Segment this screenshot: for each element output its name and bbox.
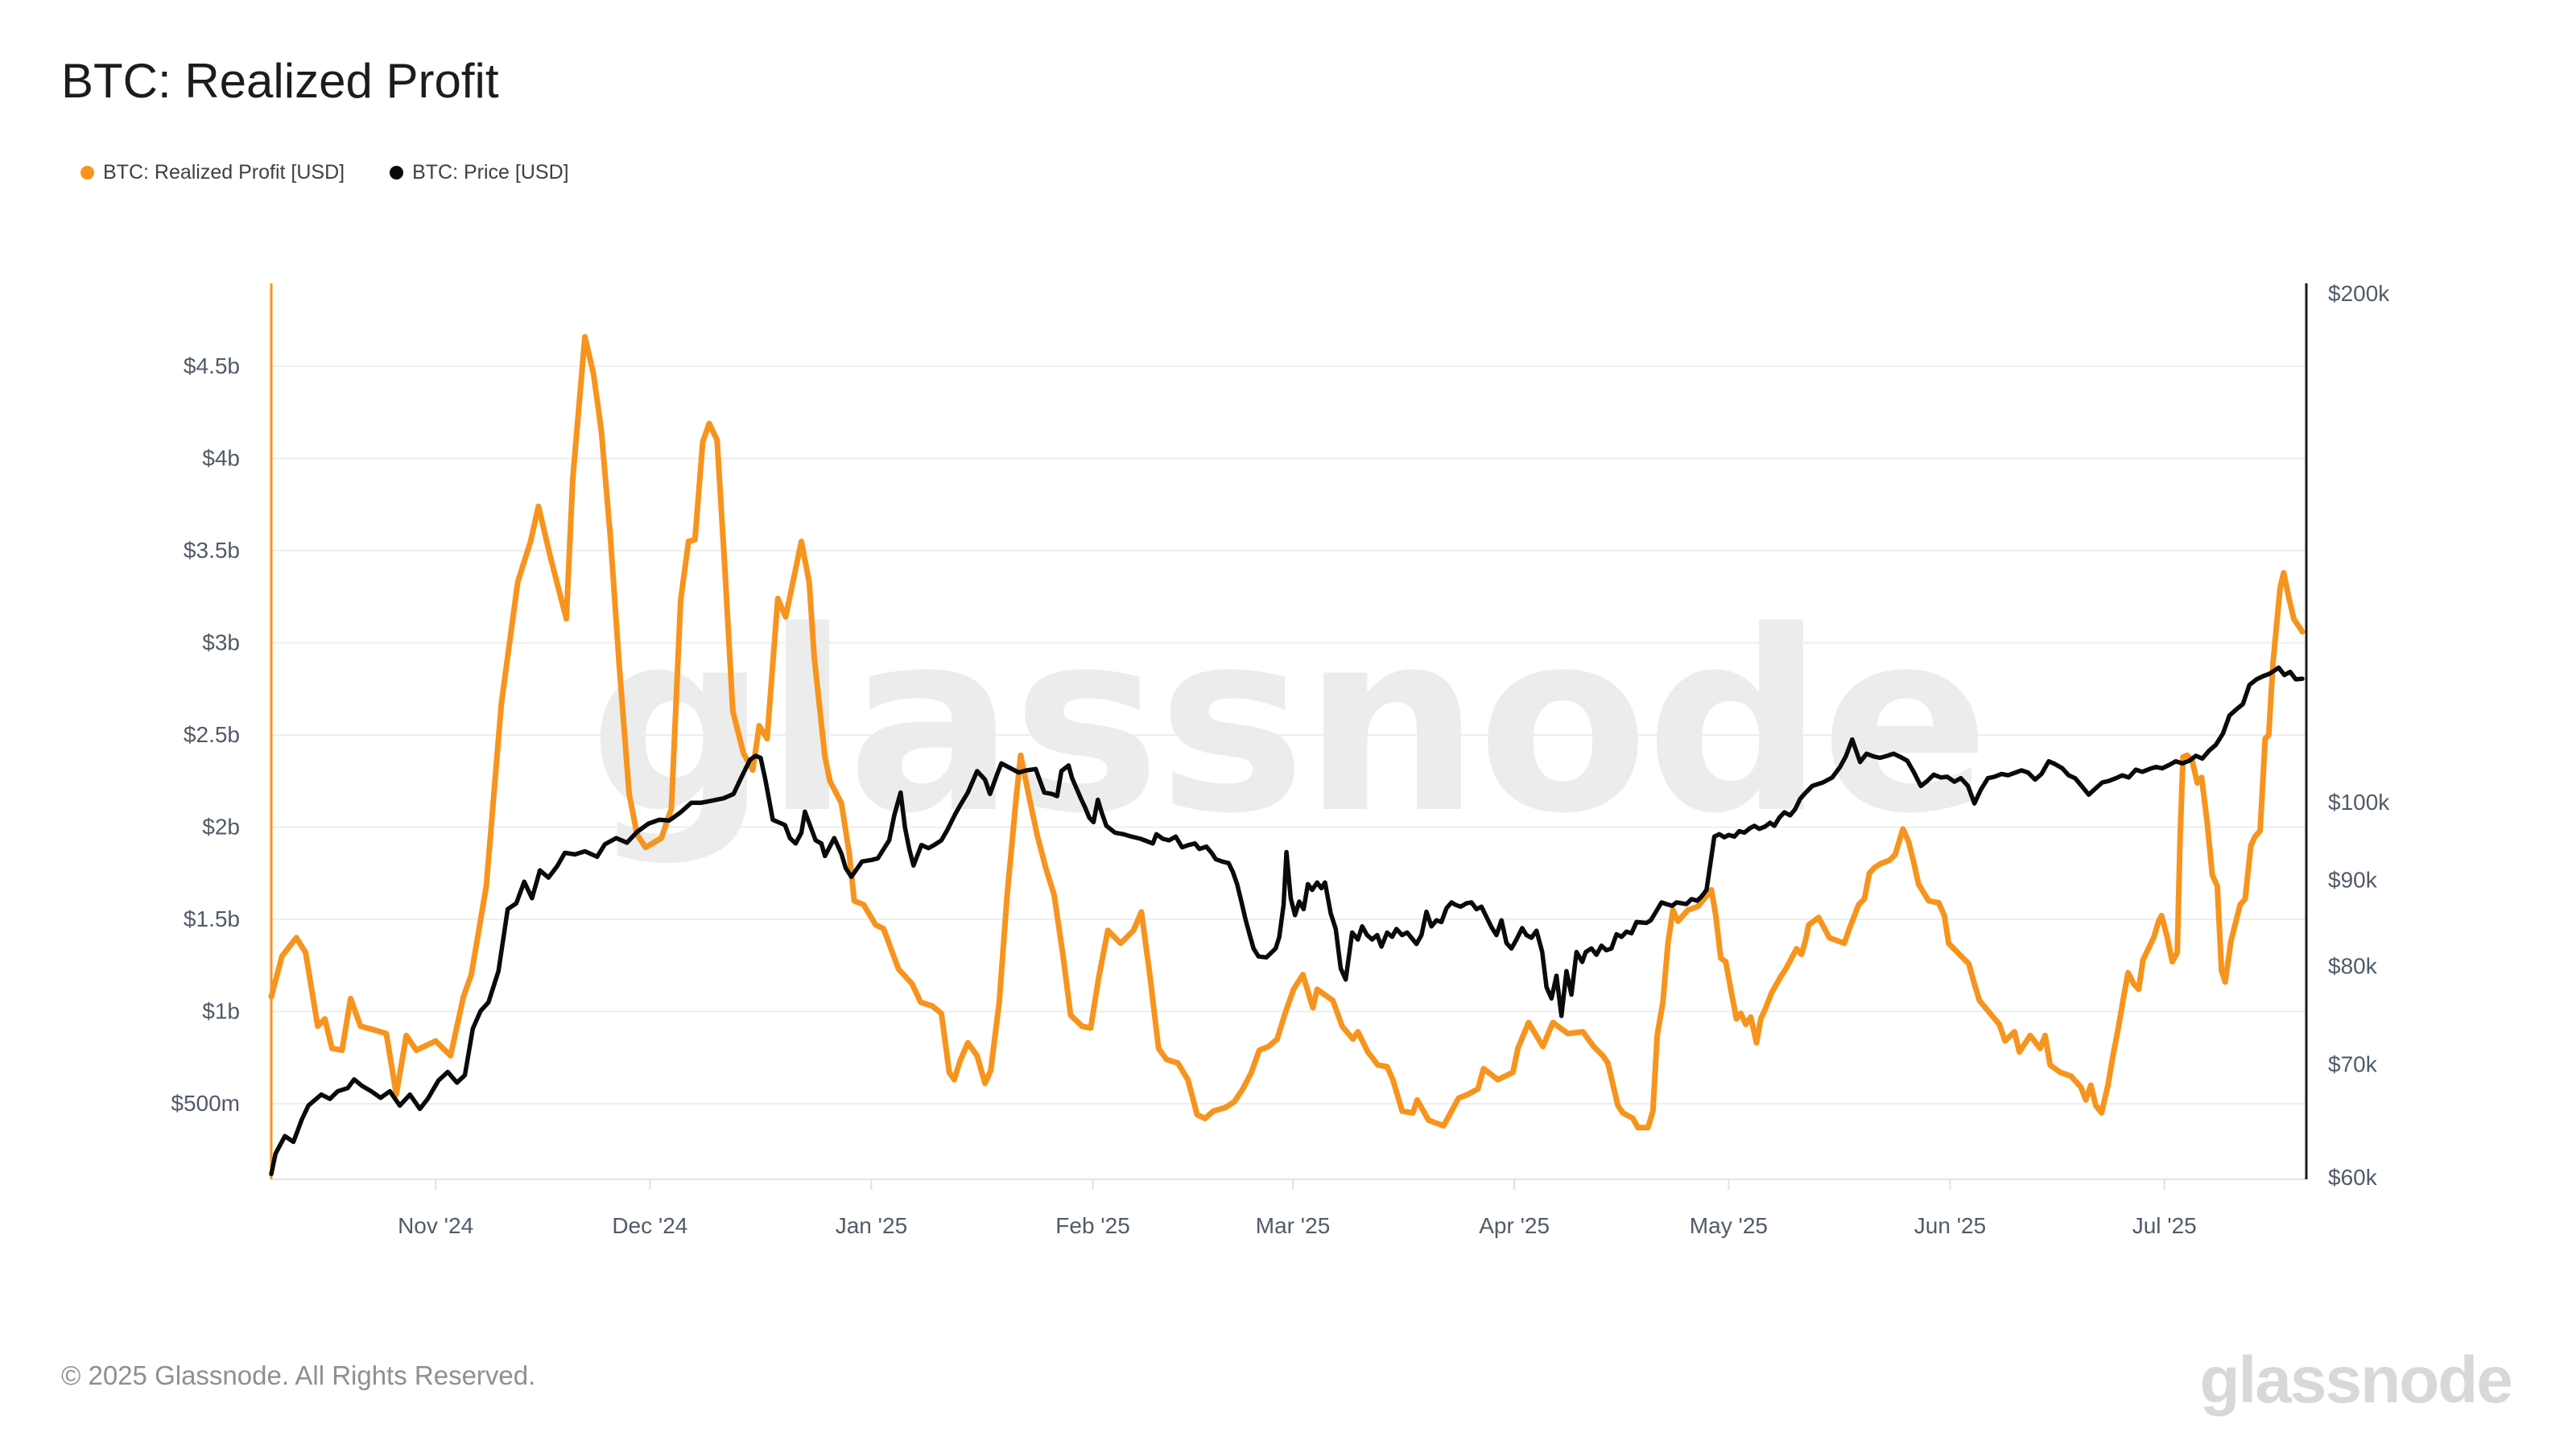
x-tick-label: May '25: [1690, 1213, 1768, 1238]
x-tick-label: Jan '25: [836, 1213, 907, 1238]
x-tick-label: Nov '24: [398, 1213, 473, 1238]
x-tick-label: Dec '24: [612, 1213, 687, 1238]
series-line-realized-profit[interactable]: [268, 333, 2306, 1131]
legend-item-price[interactable]: BTC: Price [USD]: [390, 161, 569, 184]
legend-dot-price: [390, 166, 404, 180]
left-axis-label: $2.5b: [184, 722, 240, 747]
left-axis-label: $2b: [202, 815, 240, 840]
left-axis-label: $4b: [202, 446, 240, 471]
series-line-price[interactable]: [269, 665, 2305, 1177]
copyright-text: © 2025 Glassnode. All Rights Reserved.: [61, 1360, 536, 1390]
left-axis-label: $3.5b: [184, 538, 240, 563]
left-axis-label: $3b: [202, 630, 240, 655]
right-axis-label: $60k: [2328, 1165, 2378, 1190]
x-tick-label: Jul '25: [2132, 1213, 2197, 1238]
legend-label-price: BTC: Price [USD]: [412, 161, 569, 184]
left-axis-label: $1.5b: [184, 906, 240, 931]
legend-dot-realized-profit: [80, 166, 94, 180]
right-axis-label: $70k: [2328, 1051, 2378, 1076]
left-axis-label: $1b: [202, 999, 240, 1024]
x-tick-label: Mar '25: [1256, 1213, 1331, 1238]
x-tick-label: Feb '25: [1055, 1213, 1130, 1238]
left-axis-label: $4.5b: [184, 353, 240, 378]
x-tick-label: Apr '25: [1479, 1213, 1550, 1238]
legend-label-realized-profit: BTC: Realized Profit [USD]: [103, 161, 345, 184]
left-axis-label: $500m: [171, 1091, 240, 1116]
right-axis-label: $200k: [2328, 281, 2390, 306]
right-axis-label: $90k: [2328, 867, 2378, 892]
x-tick-label: Jun '25: [1914, 1213, 1986, 1238]
chart-plot-hover-region[interactable]: [271, 283, 2306, 1179]
page-title: BTC: Realized Profit: [61, 54, 499, 108]
right-axis-label: $80k: [2328, 954, 2378, 979]
legend: BTC: Realized Profit [USD] BTC: Price [U…: [80, 161, 569, 184]
right-axis-label: $100k: [2328, 790, 2390, 815]
legend-item-realized-profit[interactable]: BTC: Realized Profit [USD]: [80, 161, 345, 184]
glassnode-logo: glassnode: [2199, 1344, 2513, 1417]
